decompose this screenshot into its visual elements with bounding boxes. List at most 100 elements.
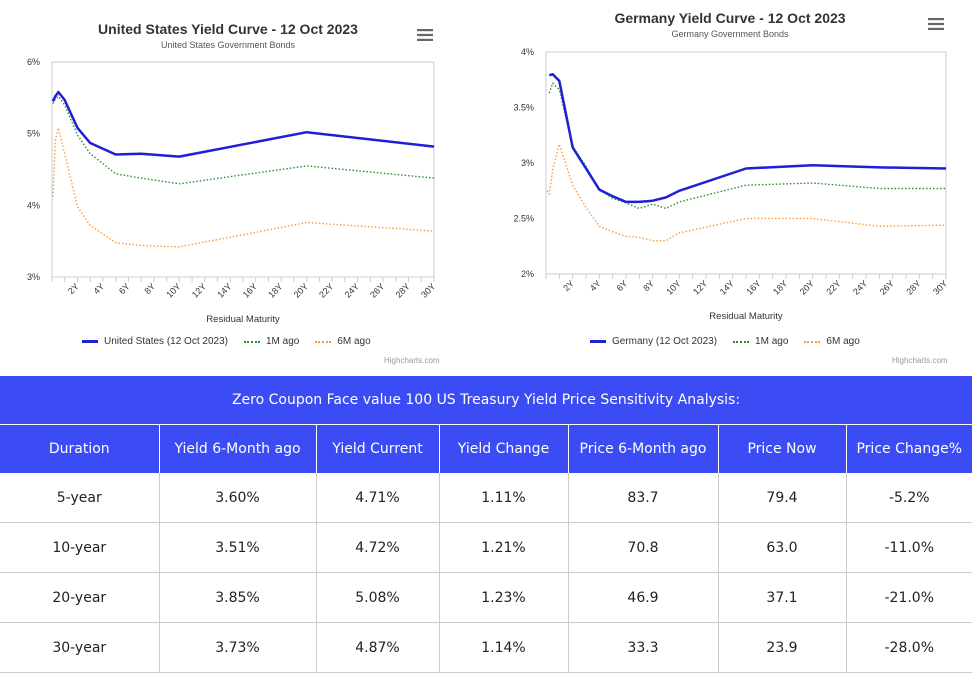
y-tick-label: 5% (27, 129, 40, 139)
chart-credit[interactable]: Highcharts.com (384, 356, 440, 365)
table-cell: 4.72% (316, 522, 440, 573)
y-tick-label: 2.5% (513, 214, 534, 224)
legend-item-1m[interactable]: 1M ago (243, 336, 300, 347)
x-tick-label: 4Y (588, 278, 603, 293)
table-row: 30-year 3.73% 4.87% 1.14% 33.3 23.9 -28.… (0, 622, 972, 673)
x-tick-label: 8Y (641, 278, 656, 293)
chart-credit[interactable]: Highcharts.com (892, 356, 948, 365)
table-cell: 3.51% (159, 522, 317, 573)
x-tick-label: 16Y (744, 278, 762, 296)
x-tick-label: 6Y (117, 281, 132, 296)
germany-yield-curve-chart: Germany Yield Curve - 12 Oct 2023 Germany… (486, 0, 972, 372)
x-axis-label: Residual Maturity (709, 311, 783, 322)
legend-label: 6M ago (337, 336, 371, 347)
table-cell: 3.73% (159, 622, 317, 673)
table-cell: 79.4 (718, 473, 847, 523)
table-row: 5-year 3.60% 4.71% 1.11% 83.7 79.4 -5.2% (0, 473, 972, 523)
table-cell: 5.08% (316, 572, 440, 623)
x-tick-label: 22Y (317, 281, 335, 299)
table-cell: 4.71% (316, 473, 440, 523)
chart-title: Germany Yield Curve - 12 Oct 2023 (614, 10, 845, 26)
x-tick-label: 4Y (91, 281, 106, 296)
x-tick-label: 22Y (824, 278, 842, 296)
chart-title: United States Yield Curve - 12 Oct 2023 (98, 21, 358, 37)
table-cell: -28.0% (846, 622, 972, 673)
legend-label: 6M ago (826, 336, 860, 347)
table-cell: 5-year (0, 473, 160, 523)
table-cell: -21.0% (846, 572, 972, 623)
x-tick-label: 14Y (718, 278, 736, 296)
y-tick-label: 6% (27, 57, 40, 67)
de-chart-canvas: Germany Yield Curve - 12 Oct 2023 Germany… (513, 10, 949, 322)
table-cell: 46.9 (568, 572, 719, 623)
price-sensitivity-table: Zero Coupon Face value 100 US Treasury Y… (0, 376, 972, 673)
x-tick-label: 30Y (931, 278, 949, 296)
column-header: Yield 6-Month ago (159, 424, 317, 473)
table-cell: 3.60% (159, 473, 317, 523)
us-yield-curve-chart: United States Yield Curve - 12 Oct 2023 U… (0, 0, 486, 372)
sensitivity-table: Duration Yield 6-Month ago Yield Current… (0, 424, 972, 673)
x-tick-label: 8Y (142, 281, 157, 296)
table-cell: 1.21% (439, 522, 569, 573)
legend-label: Germany (12 Oct 2023) (612, 336, 718, 347)
y-tick-label: 2% (521, 269, 534, 279)
y-tick-label: 3% (521, 158, 534, 168)
column-header: Yield Change (439, 424, 569, 473)
legend-swatch (82, 340, 98, 343)
table-cell: 3.85% (159, 572, 317, 623)
legend-item-6m[interactable]: 6M ago (315, 336, 371, 347)
table-cell: 37.1 (718, 572, 847, 623)
x-tick-label: 14Y (215, 281, 233, 299)
chart-menu-icon[interactable] (928, 17, 944, 35)
table-cell: -11.0% (846, 522, 972, 573)
legend-swatch (804, 340, 821, 343)
table-cell: 33.3 (568, 622, 719, 673)
table-cell: 63.0 (718, 522, 847, 573)
x-tick-label: 16Y (241, 281, 259, 299)
table-cell: 20-year (0, 572, 160, 623)
us-chart-canvas: United States Yield Curve - 12 Oct 2023 U… (27, 21, 437, 325)
x-tick-label: 18Y (771, 278, 789, 296)
legend-label: 1M ago (755, 336, 789, 347)
table-row: 20-year 3.85% 5.08% 1.23% 46.9 37.1 -21.… (0, 572, 972, 623)
column-header: Price Now (718, 424, 847, 473)
x-tick-label: 12Y (190, 281, 208, 299)
table-cell: 30-year (0, 622, 160, 673)
legend-item-1m[interactable]: 1M ago (733, 336, 788, 347)
table-header-row: Duration Yield 6-Month ago Yield Current… (0, 424, 972, 473)
column-header: Price Change% (846, 424, 972, 473)
table-cell: 1.14% (439, 622, 569, 673)
legend-item-current[interactable]: Germany (12 Oct 2023) (590, 336, 717, 347)
series-line-current (548, 72, 947, 204)
series-line-1m-ago (52, 95, 435, 185)
legend-swatch (590, 340, 606, 343)
table-cell: 10-year (0, 522, 160, 573)
x-axis-label: Residual Maturity (206, 314, 280, 325)
x-tick-label: 18Y (266, 281, 284, 299)
x-tick-label: 10Y (664, 278, 682, 296)
table-cell: 83.7 (568, 473, 719, 523)
series-line-current (51, 90, 435, 158)
series-line-6m-ago (52, 127, 435, 248)
table-cell: 70.8 (568, 522, 719, 573)
y-tick-label: 4% (521, 47, 534, 57)
y-tick-label: 4% (27, 200, 40, 210)
x-tick-label: 20Y (292, 281, 310, 299)
legend-label: 1M ago (265, 336, 300, 347)
x-tick-label: 20Y (798, 278, 816, 296)
x-tick-label: 26Y (878, 278, 896, 296)
table-cell: 1.23% (439, 572, 569, 623)
x-tick-label: 2Y (561, 278, 576, 293)
plot-area (545, 51, 947, 275)
x-tick-label: 24Y (851, 278, 869, 296)
legend-swatch (733, 340, 750, 343)
legend-item-6m[interactable]: 6M ago (804, 336, 860, 347)
chart-menu-icon[interactable] (417, 28, 433, 46)
x-tick-label: 28Y (904, 278, 922, 296)
column-header: Yield Current (316, 424, 440, 473)
legend-swatch (315, 340, 332, 343)
legend-item-current[interactable]: United States (12 Oct 2023) (82, 336, 228, 347)
x-tick-label: 12Y (691, 278, 709, 296)
table-cell: 23.9 (718, 622, 847, 673)
x-tick-label: 6Y (615, 278, 630, 293)
